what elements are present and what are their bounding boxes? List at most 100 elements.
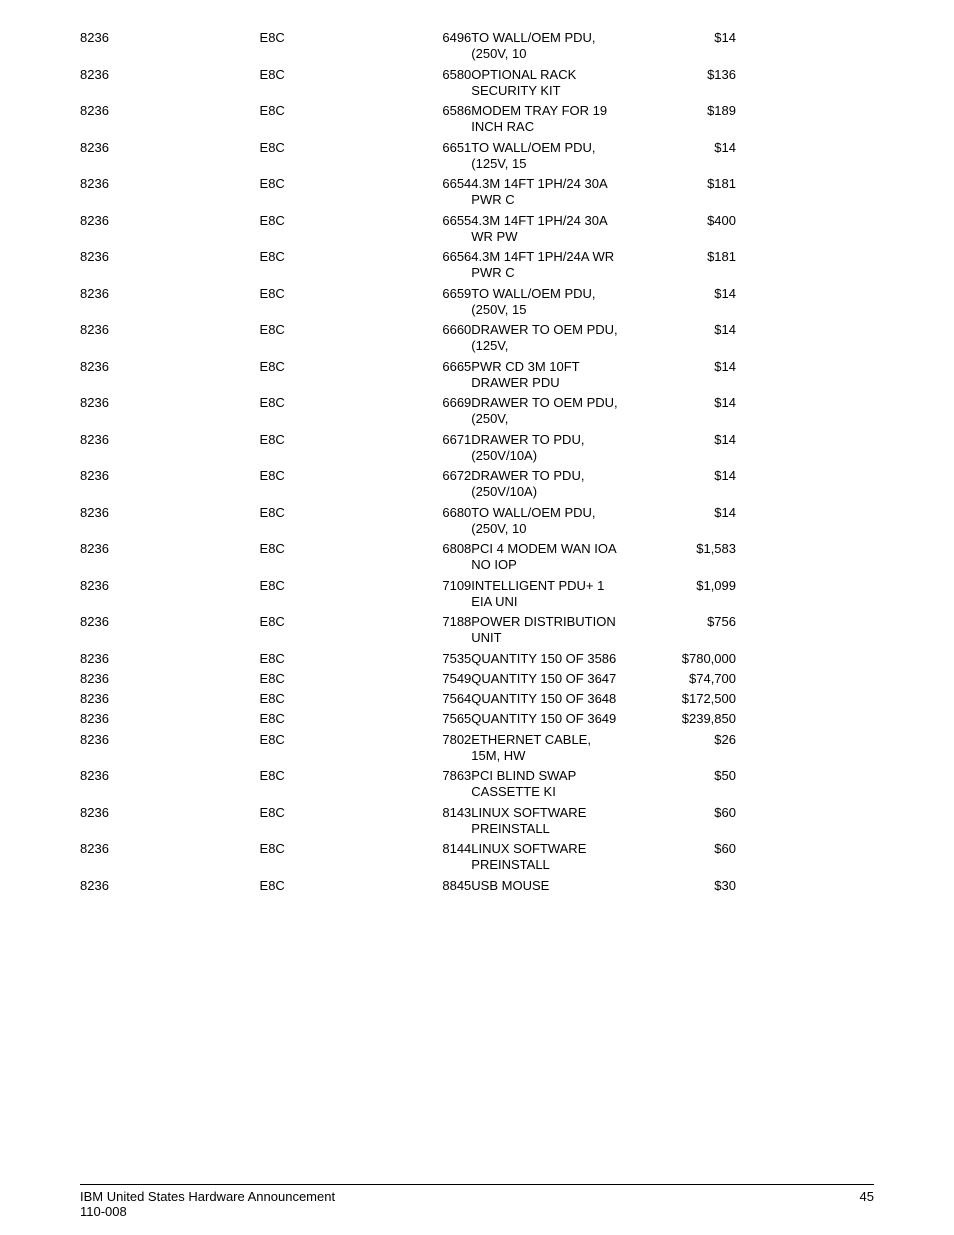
cell-machine-type: 8236: [80, 65, 260, 102]
cell-machine-type: 8236: [80, 28, 260, 65]
cell-feature: 7802: [375, 730, 472, 767]
cell-machine-type: 8236: [80, 709, 260, 729]
cell-feature: 7863: [375, 766, 472, 803]
cell-machine-type: 8236: [80, 612, 260, 649]
cell-description: DRAWER TO OEM PDU, (250V,: [471, 393, 621, 430]
cell-price: $172,500: [621, 689, 736, 709]
table-row: 8236E8C8143LINUX SOFTWARE PREINSTALL$60: [80, 803, 736, 840]
cell-price: $1,099: [621, 576, 736, 613]
cell-model: E8C: [260, 612, 375, 649]
cell-machine-type: 8236: [80, 689, 260, 709]
table-row: 8236E8C7802ETHERNET CABLE, 15M, HW$26: [80, 730, 736, 767]
cell-feature: 6669: [375, 393, 472, 430]
table-row: 8236E8C6680TO WALL/OEM PDU, (250V, 10$14: [80, 503, 736, 540]
cell-model: E8C: [260, 174, 375, 211]
cell-feature: 8144: [375, 839, 472, 876]
table-row: 8236E8C6672DRAWER TO PDU, (250V/10A)$14: [80, 466, 736, 503]
cell-price: $756: [621, 612, 736, 649]
cell-price: $14: [621, 357, 736, 394]
table-row: 8236E8C66564.3M 14FT 1PH/24A WR PWR C$18…: [80, 247, 736, 284]
cell-description: LINUX SOFTWARE PREINSTALL: [471, 803, 621, 840]
cell-feature: 6496: [375, 28, 472, 65]
cell-description: USB MOUSE: [471, 876, 621, 896]
cell-model: E8C: [260, 649, 375, 669]
table-row: 8236E8C7564QUANTITY 150 OF 3648$172,500: [80, 689, 736, 709]
cell-description: MODEM TRAY FOR 19 INCH RAC: [471, 101, 621, 138]
cell-description: QUANTITY 150 OF 3648: [471, 689, 621, 709]
table-row: 8236E8C7109INTELLIGENT PDU+ 1 EIA UNI$1,…: [80, 576, 736, 613]
cell-description: 4.3M 14FT 1PH/24A WR PWR C: [471, 247, 621, 284]
parts-table: 8236E8C6496TO WALL/OEM PDU, (250V, 10$14…: [80, 28, 736, 896]
cell-price: $60: [621, 839, 736, 876]
cell-model: E8C: [260, 284, 375, 321]
cell-model: E8C: [260, 730, 375, 767]
cell-feature: 6660: [375, 320, 472, 357]
cell-model: E8C: [260, 876, 375, 896]
cell-machine-type: 8236: [80, 430, 260, 467]
cell-description: PCI BLIND SWAP CASSETTE KI: [471, 766, 621, 803]
cell-feature: 6656: [375, 247, 472, 284]
cell-feature: 7564: [375, 689, 472, 709]
cell-model: E8C: [260, 803, 375, 840]
cell-model: E8C: [260, 357, 375, 394]
cell-price: $26: [621, 730, 736, 767]
cell-feature: 6651: [375, 138, 472, 175]
cell-machine-type: 8236: [80, 320, 260, 357]
table-row: 8236E8C8144LINUX SOFTWARE PREINSTALL$60: [80, 839, 736, 876]
cell-description: LINUX SOFTWARE PREINSTALL: [471, 839, 621, 876]
cell-description: QUANTITY 150 OF 3649: [471, 709, 621, 729]
cell-price: $14: [621, 393, 736, 430]
page-footer: IBM United States Hardware Announcement …: [80, 1184, 874, 1219]
cell-description: POWER DISTRIBUTION UNIT: [471, 612, 621, 649]
cell-price: $74,700: [621, 669, 736, 689]
table-row: 8236E8C6671DRAWER TO PDU, (250V/10A)$14: [80, 430, 736, 467]
table-row: 8236E8C7863PCI BLIND SWAP CASSETTE KI$50: [80, 766, 736, 803]
cell-model: E8C: [260, 669, 375, 689]
cell-machine-type: 8236: [80, 576, 260, 613]
cell-price: $14: [621, 430, 736, 467]
table-row: 8236E8C66554.3M 14FT 1PH/24 30A WR PW$40…: [80, 211, 736, 248]
cell-description: TO WALL/OEM PDU, (125V, 15: [471, 138, 621, 175]
cell-model: E8C: [260, 430, 375, 467]
cell-model: E8C: [260, 539, 375, 576]
cell-machine-type: 8236: [80, 839, 260, 876]
cell-model: E8C: [260, 28, 375, 65]
cell-price: $1,583: [621, 539, 736, 576]
cell-description: QUANTITY 150 OF 3586: [471, 649, 621, 669]
parts-table-body: 8236E8C6496TO WALL/OEM PDU, (250V, 10$14…: [80, 28, 736, 896]
cell-price: $239,850: [621, 709, 736, 729]
cell-model: E8C: [260, 393, 375, 430]
cell-model: E8C: [260, 101, 375, 138]
cell-machine-type: 8236: [80, 730, 260, 767]
content-area: 8236E8C6496TO WALL/OEM PDU, (250V, 10$14…: [80, 28, 874, 896]
cell-feature: 6672: [375, 466, 472, 503]
table-row: 8236E8C7535QUANTITY 150 OF 3586$780,000: [80, 649, 736, 669]
cell-model: E8C: [260, 247, 375, 284]
cell-description: TO WALL/OEM PDU, (250V, 10: [471, 503, 621, 540]
cell-model: E8C: [260, 576, 375, 613]
cell-machine-type: 8236: [80, 503, 260, 540]
cell-description: PCI 4 MODEM WAN IOA NO IOP: [471, 539, 621, 576]
cell-price: $14: [621, 284, 736, 321]
cell-machine-type: 8236: [80, 393, 260, 430]
cell-machine-type: 8236: [80, 649, 260, 669]
cell-feature: 6655: [375, 211, 472, 248]
cell-feature: 6808: [375, 539, 472, 576]
table-row: 8236E8C6586MODEM TRAY FOR 19 INCH RAC$18…: [80, 101, 736, 138]
table-row: 8236E8C6496TO WALL/OEM PDU, (250V, 10$14: [80, 28, 736, 65]
cell-description: QUANTITY 150 OF 3647: [471, 669, 621, 689]
cell-price: $136: [621, 65, 736, 102]
table-row: 8236E8C7565QUANTITY 150 OF 3649$239,850: [80, 709, 736, 729]
cell-machine-type: 8236: [80, 247, 260, 284]
cell-description: 4.3M 14FT 1PH/24 30A WR PW: [471, 211, 621, 248]
cell-description: DRAWER TO PDU, (250V/10A): [471, 430, 621, 467]
cell-machine-type: 8236: [80, 174, 260, 211]
cell-feature: 6665: [375, 357, 472, 394]
cell-description: DRAWER TO OEM PDU, (125V,: [471, 320, 621, 357]
table-row: 8236E8C8845USB MOUSE$30: [80, 876, 736, 896]
cell-description: PWR CD 3M 10FT DRAWER PDU: [471, 357, 621, 394]
cell-feature: 6680: [375, 503, 472, 540]
cell-feature: 6580: [375, 65, 472, 102]
cell-feature: 7565: [375, 709, 472, 729]
cell-model: E8C: [260, 766, 375, 803]
